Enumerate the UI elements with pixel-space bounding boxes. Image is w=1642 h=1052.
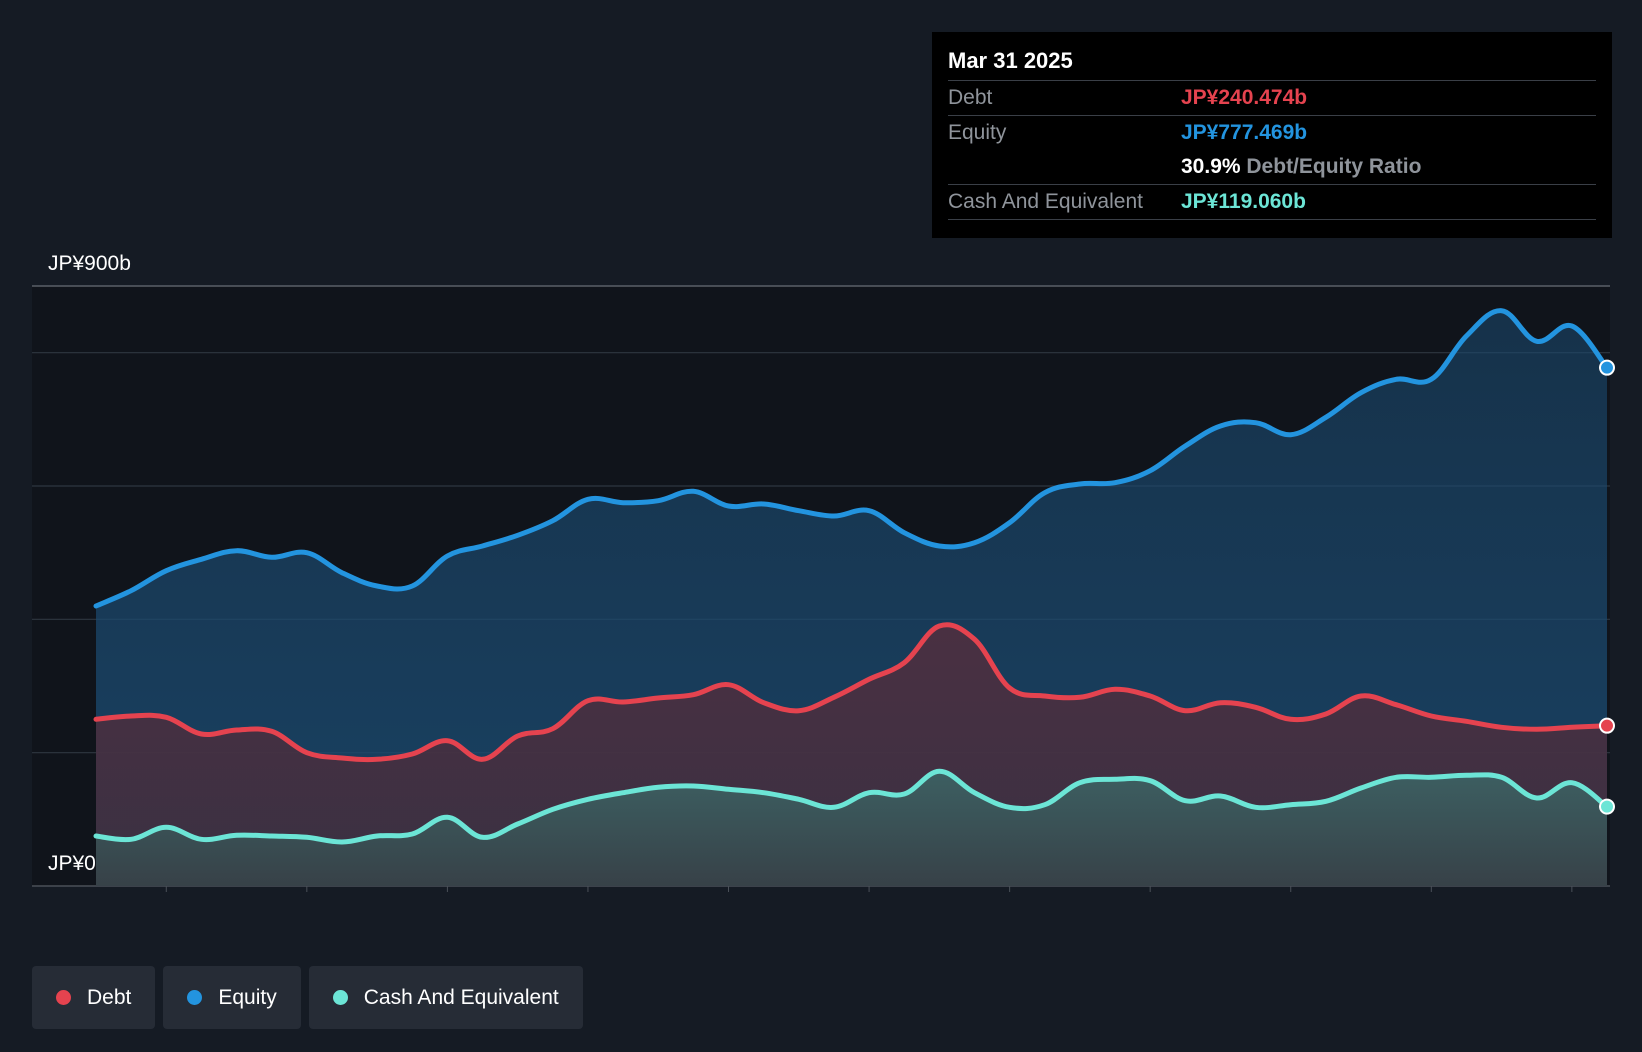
debt-line: [93, 622, 1610, 763]
tooltip-debt-value: JP¥240.474b: [1181, 86, 1308, 109]
tooltip-row-cash: Cash And Equivalent JP¥119.060b: [948, 184, 1596, 219]
legend-item-equity[interactable]: Equity: [163, 966, 301, 1029]
legend-label-equity: Equity: [218, 985, 277, 1009]
tooltip-row-equity: Equity JP¥777.469b: [948, 115, 1596, 150]
tooltip-divider: [948, 219, 1596, 220]
tooltip-ratio-spacer: [948, 150, 1181, 184]
y-axis-top-label: JP¥900b: [48, 252, 131, 275]
legend-item-cash[interactable]: Cash And Equivalent: [308, 966, 583, 1029]
debt-end-marker: [1599, 717, 1615, 734]
tooltip-cash-label: Cash And Equivalent: [948, 190, 1143, 213]
end-markers: [1599, 359, 1615, 815]
tooltip-date: Mar 31 2025: [948, 48, 1073, 73]
y-axis-bottom-label: JP¥0: [48, 852, 96, 875]
tooltip-ratio-value: 30.9%: [1181, 155, 1241, 178]
tooltip-debt-label: Debt: [948, 86, 993, 109]
cash-end-marker: [1599, 798, 1615, 815]
legend-label-cash: Cash And Equivalent: [363, 985, 559, 1009]
debt-equity-chart: 2015201620172018201920202021202220232024…: [32, 252, 1615, 892]
legend-dot-debt-icon: [56, 990, 71, 1005]
tooltip: Mar 31 2025 Debt JP¥240.474b Equity JP¥7…: [932, 32, 1612, 238]
tooltip-equity-value: JP¥777.469b: [1181, 121, 1308, 144]
tooltip-row-debt: Debt JP¥240.474b: [948, 80, 1596, 115]
cash-line: [93, 768, 1610, 845]
tooltip-ratio-label: Debt/Equity Ratio: [1246, 155, 1422, 178]
legend-label-debt: Debt: [87, 985, 132, 1009]
equity-end-marker: [1599, 359, 1615, 376]
legend: Debt Equity Cash And Equivalent: [32, 966, 591, 1029]
legend-dot-equity-icon: [187, 990, 203, 1005]
tooltip-row-ratio: 30.9% Debt/Equity Ratio: [948, 150, 1596, 184]
series-lines: [93, 308, 1610, 845]
legend-dot-cash-icon: [332, 990, 348, 1005]
x-axis-ticks: 2015201620172018201920202021202220232024…: [165, 886, 1573, 892]
legend-item-debt[interactable]: Debt: [32, 966, 156, 1029]
tooltip-equity-label: Equity: [948, 121, 1007, 144]
tooltip-cash-value: JP¥119.060b: [1181, 190, 1306, 213]
equity-line: [93, 308, 1610, 609]
